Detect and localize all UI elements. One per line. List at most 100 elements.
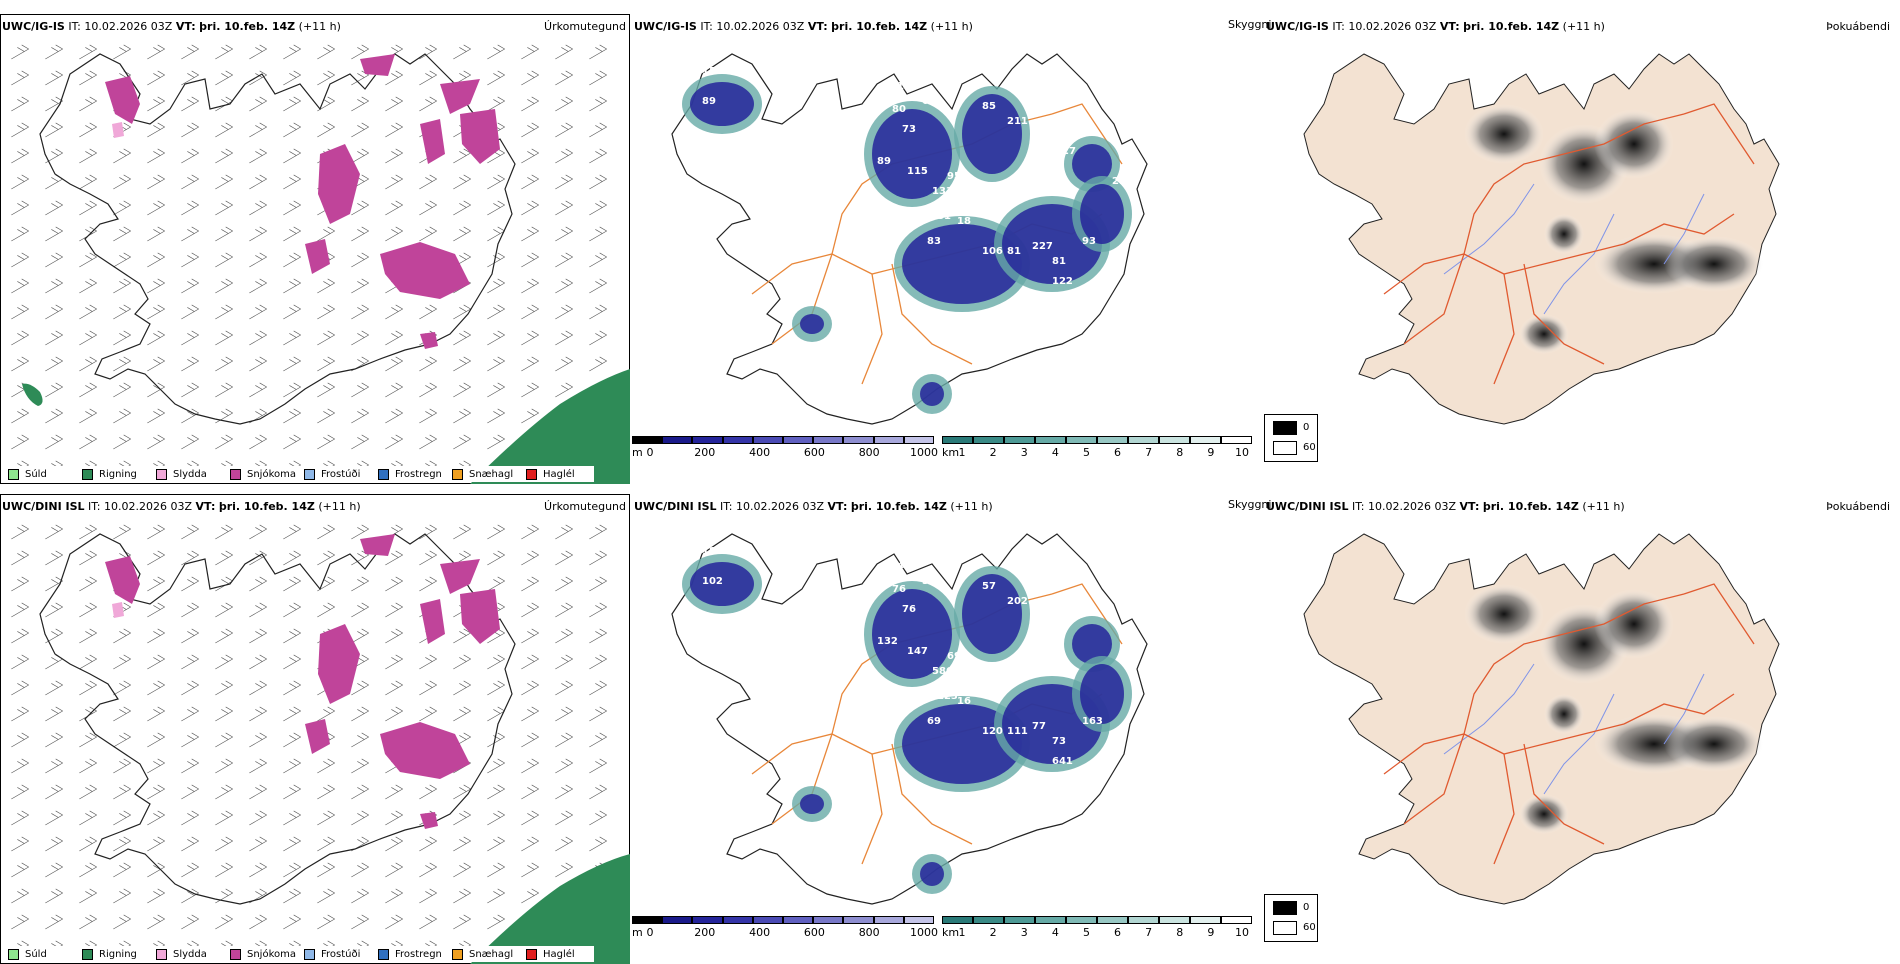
colorbar-unit-m: m — [632, 446, 643, 459]
visibility-value: 27 — [1062, 146, 1076, 157]
visibility-value: 387 — [1092, 286, 1113, 297]
wind-barb — [45, 174, 63, 190]
wind-barb — [589, 304, 607, 320]
colorbar-tick: 6 — [1114, 446, 1122, 459]
wind-barb — [11, 732, 29, 748]
wind-barb — [45, 862, 63, 878]
wind-barb — [11, 252, 29, 268]
fog-panel-row2: UWC/DINI ISL IT: 10.02.2026 03Z VT: þri.… — [1264, 494, 1894, 964]
it-value: 10.02.2026 03Z — [716, 20, 805, 33]
visibility-area — [1080, 184, 1124, 244]
wind-barb — [453, 654, 471, 670]
wind-barb — [419, 70, 437, 86]
wind-barb — [385, 330, 403, 346]
wind-barb — [215, 408, 233, 424]
colorbar-unit-km: km — [942, 446, 960, 459]
wind-barb — [487, 550, 505, 566]
wind-barb — [215, 148, 233, 164]
wind-barb — [521, 148, 539, 164]
wind-barb — [487, 252, 505, 268]
wind-barb — [419, 680, 437, 696]
wind-barb — [45, 810, 63, 826]
wind-barb — [45, 304, 63, 320]
fog-legend-value: 60 — [1303, 442, 1316, 453]
iceland-outline — [39, 53, 516, 425]
visibility-label: Skyggni — [1228, 498, 1272, 511]
visibility-value: 157 — [702, 66, 723, 77]
wind-barb — [283, 758, 301, 774]
colorbar-segment — [942, 436, 973, 444]
wind-barb — [147, 252, 165, 268]
wind-barb — [181, 888, 199, 904]
road — [861, 273, 883, 385]
wind-barb — [589, 654, 607, 670]
precip-legend-item: Slydda — [150, 466, 224, 482]
colorbar-segment — [1128, 436, 1159, 444]
visibility-value: 60 — [1092, 766, 1106, 777]
it-value: 10.02.2026 03Z — [1368, 500, 1457, 513]
wind-barb — [249, 44, 267, 60]
wind-barb — [453, 434, 471, 450]
wind-barb — [521, 278, 539, 294]
wind-barb — [215, 836, 233, 852]
wind-barb — [45, 408, 63, 424]
wind-barb — [215, 330, 233, 346]
wind-barb — [147, 888, 165, 904]
river — [1663, 673, 1705, 745]
wind-barb — [113, 304, 131, 320]
fog-area — [1664, 716, 1764, 772]
wind-barb — [147, 278, 165, 294]
colorbar-tick: 3 — [1020, 446, 1028, 459]
iceland-outline — [39, 533, 516, 905]
wind-barb — [487, 706, 505, 722]
wind-barb — [79, 356, 97, 372]
wind-barb — [351, 382, 369, 398]
wind-barb — [147, 356, 165, 372]
wind-barb — [181, 914, 199, 930]
visibility-value: 95 — [947, 171, 961, 182]
wind-barb — [147, 70, 165, 86]
visibility-colorbar-m: 0 200 400 600 800 1000 — [632, 916, 938, 939]
wind-barb — [147, 628, 165, 644]
colorbar-tick: 400 — [749, 446, 771, 459]
wind-barb — [79, 602, 97, 618]
wind-barb — [215, 356, 233, 372]
snow-area — [380, 242, 470, 299]
wind-barb — [487, 784, 505, 800]
model-name: UWC/IG-IS — [634, 20, 697, 33]
legend-swatch — [82, 948, 93, 960]
wind-barb — [11, 602, 29, 618]
wind-barb — [521, 70, 539, 86]
wind-barb — [453, 356, 471, 372]
precip-legend-item: Frostregn — [372, 466, 446, 482]
colorbar-tick: 600 — [803, 926, 825, 939]
wind-barb — [147, 524, 165, 540]
precip-legend: Súld Rigning Slydda Snjókoma Frostúði Frostre… — [2, 466, 594, 482]
fog-legend-swatch — [1273, 441, 1297, 455]
low-visibility-areas — [682, 74, 1132, 414]
wind-barb — [181, 602, 199, 618]
wind-barb — [45, 278, 63, 294]
wind-barb — [351, 434, 369, 450]
legend-swatch — [8, 468, 19, 480]
visibility-value: 120 — [982, 726, 1003, 737]
wind-barb — [113, 628, 131, 644]
wind-barb — [45, 96, 63, 112]
wind-barb — [79, 408, 97, 424]
colorbar-segment — [1159, 916, 1190, 924]
wind-barb — [181, 200, 199, 216]
wind-barb — [385, 836, 403, 852]
colorbar-tick: 5 — [1082, 446, 1090, 459]
wind-barb — [555, 44, 573, 60]
visibility-value-labels: 157 100 89 107 63 80 73 89 115 133 95 85 211 167 76 144… — [702, 66, 1136, 337]
wind-barb — [147, 654, 165, 670]
wind-barb — [79, 784, 97, 800]
legend-label: Frostúði — [321, 468, 361, 480]
precip-type-map — [11, 44, 630, 484]
snow-area — [305, 719, 330, 754]
road — [1563, 593, 1685, 635]
model-name: UWC/IG-IS — [2, 20, 65, 33]
snow-area — [105, 76, 140, 124]
wind-barb — [487, 680, 505, 696]
wind-barb — [113, 278, 131, 294]
